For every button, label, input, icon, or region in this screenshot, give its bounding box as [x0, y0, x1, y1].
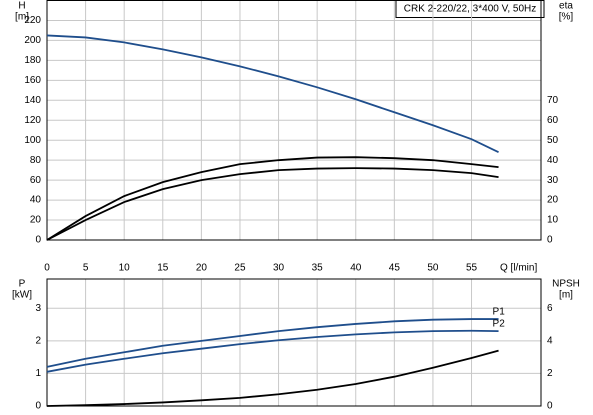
x-tick-label: 30 — [273, 263, 285, 274]
y-tick-label: 40 — [30, 195, 42, 206]
series-line — [46, 349, 499, 407]
y-tick-label: 200 — [24, 35, 41, 46]
plot-frame — [46, 278, 542, 407]
y2-tick-label: 4 — [547, 336, 553, 347]
y2-tick-label: 0 — [547, 235, 553, 246]
x-tick-label: 35 — [312, 263, 324, 274]
y-unit: [m] — [15, 12, 29, 23]
x-tick-label: 55 — [466, 263, 478, 274]
series-line — [46, 318, 499, 368]
y2-tick-label: 40 — [547, 155, 559, 166]
x-tick-label: 50 — [427, 263, 439, 274]
series-line — [46, 167, 499, 241]
y2-tick-label: 70 — [547, 95, 559, 106]
x-tick-label: 45 — [389, 263, 401, 274]
y-tick-label: 80 — [30, 155, 42, 166]
y-tick-label: 100 — [24, 135, 41, 146]
y2-tick-label: 30 — [547, 175, 559, 186]
x-tick-label: 5 — [83, 263, 89, 274]
y-tick-label: 220 — [24, 15, 41, 26]
x-label: Q [l/min] — [500, 263, 537, 274]
y-tick-label: 120 — [24, 115, 41, 126]
y-tick-label: 1 — [35, 368, 41, 379]
y2-tick-label: 6 — [547, 303, 553, 314]
y2-tick-label: 60 — [547, 115, 559, 126]
y2-label: eta — [559, 1, 573, 12]
y2-label: NPSH — [552, 279, 580, 290]
chart-title: CRK 2-220/22, 3*400 V, 50Hz — [404, 4, 537, 15]
x-tick-label: 10 — [119, 263, 131, 274]
y-tick-label: 160 — [24, 75, 41, 86]
y-tick-label: 3 — [35, 303, 41, 314]
y2-tick-label: 20 — [547, 195, 559, 206]
y-tick-label: 0 — [35, 401, 41, 412]
series-line — [46, 34, 499, 153]
y-label: P — [19, 279, 26, 290]
y-tick-label: 60 — [30, 175, 42, 186]
y-label: H — [18, 1, 25, 12]
y2-tick-label: 0 — [547, 401, 553, 412]
y2-tick-label: 50 — [547, 135, 559, 146]
y-tick-label: 140 — [24, 95, 41, 106]
y2-tick-label: 2 — [547, 368, 553, 379]
x-tick-label: 40 — [350, 263, 362, 274]
y-unit: [kW] — [12, 290, 32, 301]
x-tick-label: 25 — [234, 263, 246, 274]
series-line — [46, 329, 499, 373]
x-tick-label: 15 — [157, 263, 169, 274]
y2-unit: [%] — [559, 12, 574, 23]
series-label: P1 — [493, 307, 506, 318]
x-tick-label: 0 — [44, 263, 50, 274]
y2-tick-label: 10 — [547, 215, 559, 226]
y2-unit: [m] — [559, 290, 573, 301]
series-line — [46, 156, 499, 241]
x-tick-label: 20 — [196, 263, 208, 274]
plot-frame — [46, 0, 542, 241]
y-tick-label: 2 — [35, 336, 41, 347]
y-tick-label: 20 — [30, 215, 42, 226]
y-tick-label: 0 — [35, 235, 41, 246]
series-label: P2 — [493, 319, 506, 330]
y-tick-label: 180 — [24, 55, 41, 66]
